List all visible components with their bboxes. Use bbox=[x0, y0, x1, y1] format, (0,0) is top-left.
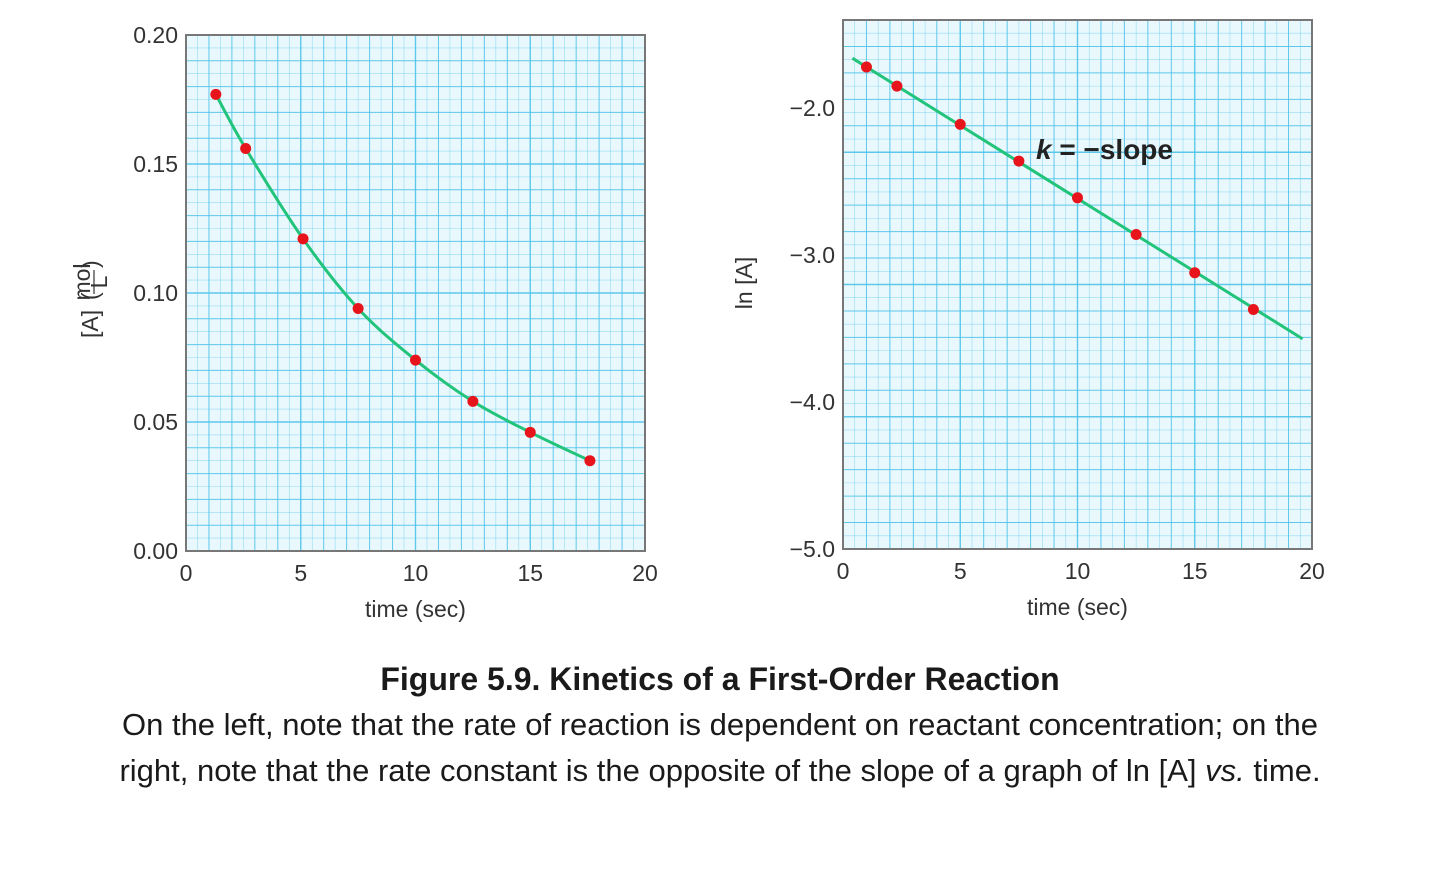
annotation-k-slope: k = −slope bbox=[1036, 134, 1173, 165]
data-point bbox=[1189, 267, 1201, 279]
y-axis-paren-open: ( bbox=[77, 292, 103, 300]
chart-ln-concentration-vs-time: 0 5 10 15 20 −5.0 −4.0 −3.0 −2.0 time (sec) ln [A]… bbox=[731, 19, 1325, 620]
data-point bbox=[524, 426, 536, 438]
y-tick-label: −2.0 bbox=[790, 95, 835, 121]
x-tick-label: 0 bbox=[837, 558, 850, 584]
data-point bbox=[210, 88, 222, 100]
x-tick-label: 5 bbox=[954, 558, 967, 584]
annotation-k: k bbox=[1036, 134, 1053, 165]
data-point bbox=[1247, 303, 1259, 315]
caption-body-italic: vs. bbox=[1205, 753, 1245, 788]
data-point bbox=[467, 395, 479, 407]
grid bbox=[186, 35, 645, 551]
data-point bbox=[410, 354, 421, 366]
series-0 bbox=[851, 56, 1304, 341]
x-axis-title: time (sec) bbox=[1027, 594, 1128, 620]
data-point bbox=[860, 61, 872, 73]
y-tick-label: −4.0 bbox=[790, 389, 835, 415]
caption-title: Figure 5.9. Kinetics of a First-Order Re… bbox=[380, 661, 1060, 697]
y-tick-label: 0.00 bbox=[133, 538, 178, 564]
data-point bbox=[584, 455, 596, 467]
charts-area: 0 5 10 15 20 0.00 0.05 0.10 0.15 0.20 time (sec) [A… bbox=[69, 19, 1325, 622]
data-point bbox=[240, 143, 252, 155]
y-tick-label: −5.0 bbox=[790, 536, 835, 562]
caption-body-part2: time. bbox=[1244, 753, 1321, 788]
x-tick-label: 15 bbox=[517, 560, 543, 586]
y-tick-label: 0.15 bbox=[133, 151, 178, 177]
y-axis-title-main: [A] bbox=[77, 310, 103, 338]
grid bbox=[843, 20, 1312, 549]
x-tick-label: 5 bbox=[294, 560, 307, 586]
y-axis-unit-denominator: L bbox=[86, 275, 112, 288]
series-0 bbox=[210, 88, 596, 467]
plot-frame bbox=[185, 34, 646, 552]
data-point bbox=[1130, 229, 1142, 241]
data-point bbox=[891, 80, 903, 92]
annotation-rest: = −slope bbox=[1052, 134, 1173, 165]
data-point bbox=[1013, 155, 1025, 167]
y-tick-label: 0.05 bbox=[133, 409, 178, 435]
data-point bbox=[297, 233, 309, 245]
figure-caption: Figure 5.9. Kinetics of a First-Order Re… bbox=[0, 656, 1440, 794]
x-tick-label: 10 bbox=[403, 560, 429, 586]
y-tick-label: 0.20 bbox=[133, 22, 178, 48]
y-tick-label: −3.0 bbox=[790, 242, 835, 268]
caption-body: On the left, note that the rate of react… bbox=[90, 702, 1350, 794]
x-tick-label: 10 bbox=[1065, 558, 1091, 584]
y-axis-unit-numerator: mol bbox=[69, 263, 95, 300]
x-tick-label: 15 bbox=[1182, 558, 1208, 584]
plot-frame bbox=[842, 19, 1313, 550]
y-axis-paren-close: ) bbox=[77, 260, 103, 268]
series-curve bbox=[214, 93, 591, 463]
y-tick-label: 0.10 bbox=[133, 280, 178, 306]
data-point bbox=[954, 118, 966, 130]
caption-body-part1: On the left, note that the rate of react… bbox=[119, 707, 1319, 788]
data-point bbox=[352, 302, 364, 314]
x-tick-label: 20 bbox=[1299, 558, 1325, 584]
chart-concentration-vs-time: 0 5 10 15 20 0.00 0.05 0.10 0.15 0.20 time (sec) [A… bbox=[69, 22, 658, 622]
data-point bbox=[1072, 192, 1083, 204]
x-tick-label: 20 bbox=[632, 560, 658, 586]
y-axis-title: ln [A] bbox=[731, 257, 757, 309]
x-axis-title: time (sec) bbox=[365, 596, 466, 622]
x-tick-label: 0 bbox=[180, 560, 193, 586]
